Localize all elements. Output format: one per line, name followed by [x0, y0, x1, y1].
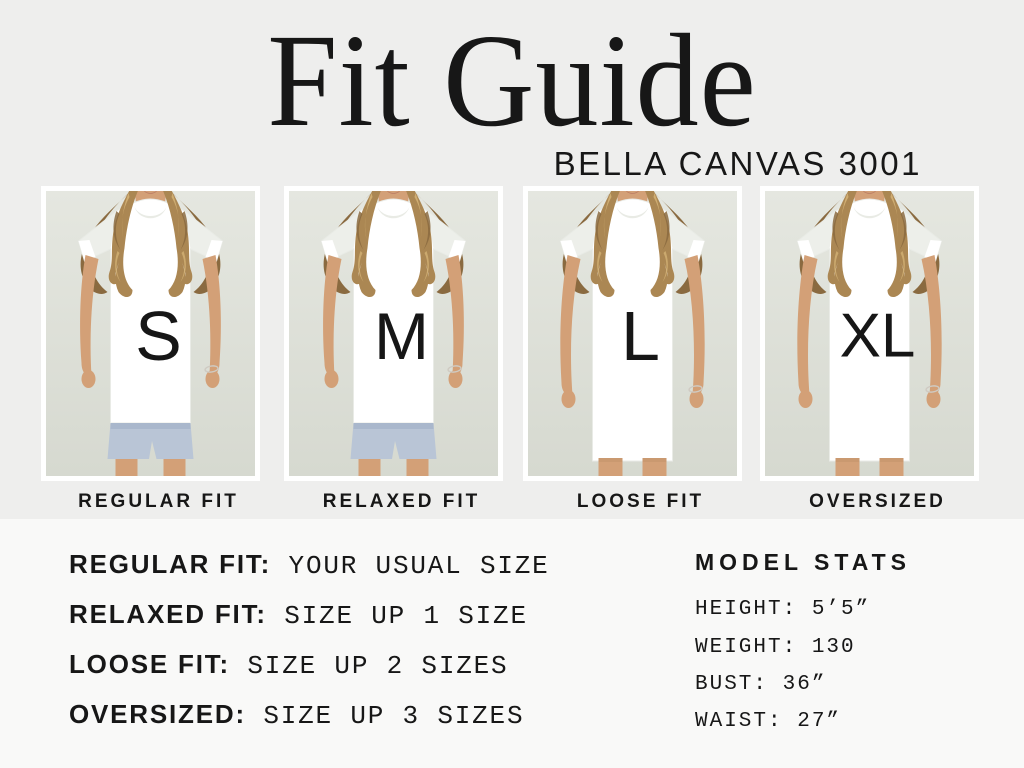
svg-text:M: M — [374, 299, 429, 373]
svg-text:L: L — [621, 297, 660, 375]
svg-text:XL: XL — [840, 302, 916, 371]
svg-text:S: S — [135, 297, 182, 375]
